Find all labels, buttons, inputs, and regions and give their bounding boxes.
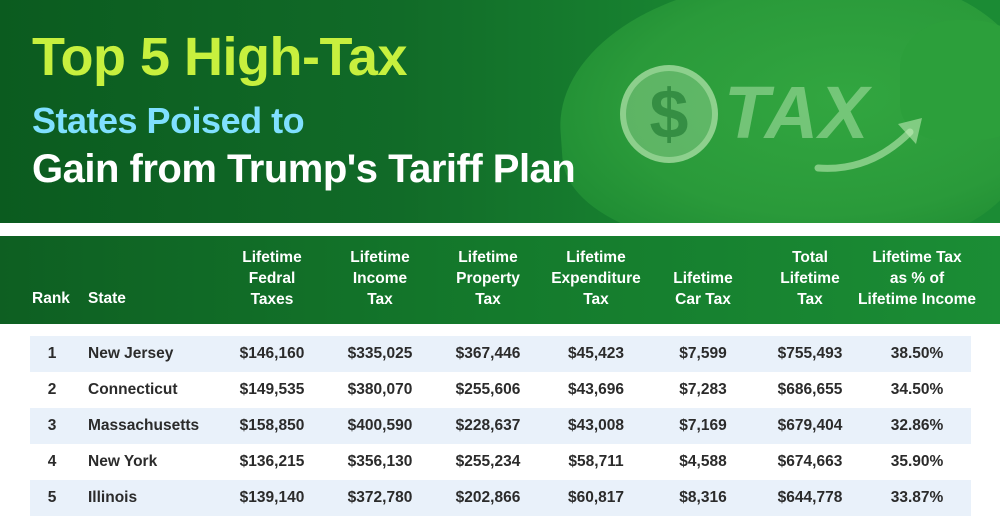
rank-cell: 2 bbox=[47, 381, 57, 398]
percent-cell: 35.90% bbox=[890, 453, 944, 470]
car-tax-cell: $4,588 bbox=[679, 453, 727, 470]
income-cell: $400,590 bbox=[347, 417, 413, 434]
total-cell: $686,655 bbox=[777, 381, 843, 398]
car-tax-cell: $8,316 bbox=[679, 489, 727, 506]
header-car-tax: Lifetime Car Tax bbox=[673, 270, 733, 308]
car-tax-cell: $7,283 bbox=[679, 381, 727, 398]
state-cell: Illinois bbox=[88, 489, 138, 506]
table-row: 5 Illinois $139,140 $372,780 $202,866 $6… bbox=[30, 480, 971, 516]
table-row: 2 Connecticut $149,535 $380,070 $255,606… bbox=[30, 372, 971, 408]
percent-cell: 33.87% bbox=[890, 489, 944, 506]
table-row: 1 New Jersey $146,160 $335,025 $367,446 … bbox=[30, 336, 971, 372]
income-cell: $380,070 bbox=[347, 381, 413, 398]
upward-arrow-icon bbox=[814, 118, 922, 172]
percent-cell: 32.86% bbox=[890, 417, 944, 434]
title-line-1: Top 5 High-Tax bbox=[32, 27, 407, 87]
expenditure-cell: $43,696 bbox=[567, 381, 625, 398]
property-cell: $367,446 bbox=[455, 345, 521, 362]
property-cell: $202,866 bbox=[455, 489, 521, 506]
state-cell: Massachusetts bbox=[88, 417, 200, 434]
header-expenditure-tax: Lifetime Expenditure Tax bbox=[551, 249, 641, 308]
income-cell: $335,025 bbox=[347, 345, 413, 362]
state-cell: New Jersey bbox=[88, 345, 174, 362]
federal-cell: $149,535 bbox=[239, 381, 305, 398]
car-tax-cell: $7,169 bbox=[679, 417, 727, 434]
state-cell: New York bbox=[88, 453, 158, 470]
rank-cell: 1 bbox=[47, 345, 57, 362]
table-header: Rank State Lifetime Fedral Taxes Lifetim… bbox=[0, 236, 1000, 324]
property-cell: $255,234 bbox=[455, 453, 521, 470]
total-cell: $644,778 bbox=[777, 489, 843, 506]
rank-cell: 3 bbox=[47, 417, 57, 434]
header-rank: Rank bbox=[32, 290, 70, 307]
expenditure-cell: $60,817 bbox=[567, 489, 625, 506]
total-cell: $755,493 bbox=[777, 345, 843, 362]
header-income-tax: Lifetime Income Tax bbox=[350, 249, 410, 308]
income-cell: $372,780 bbox=[347, 489, 413, 506]
table-row: 4 New York $136,215 $356,130 $255,234 $5… bbox=[30, 444, 971, 480]
federal-cell: $136,215 bbox=[239, 453, 305, 470]
federal-cell: $146,160 bbox=[239, 345, 305, 362]
property-cell: $228,637 bbox=[455, 417, 521, 434]
header-property-tax: Lifetime Property Tax bbox=[456, 249, 520, 308]
state-cell: Connecticut bbox=[88, 381, 178, 398]
tax-graphic-text: TAX bbox=[724, 71, 870, 154]
total-cell: $674,663 bbox=[777, 453, 843, 470]
rank-cell: 4 bbox=[47, 453, 57, 470]
expenditure-cell: $45,423 bbox=[567, 345, 625, 362]
federal-cell: $139,140 bbox=[239, 489, 305, 506]
header-federal-taxes: Lifetime Fedral Taxes bbox=[242, 249, 302, 308]
title-line-3: Gain from Trump's Tariff Plan bbox=[32, 147, 576, 191]
title-line-2: States Poised to bbox=[32, 100, 305, 141]
percent-cell: 38.50% bbox=[890, 345, 944, 362]
header-tax-percent: Lifetime Tax as % of Lifetime Income bbox=[858, 249, 976, 308]
rank-cell: 5 bbox=[47, 489, 57, 506]
income-cell: $356,130 bbox=[347, 453, 413, 470]
header-total-tax: Total Lifetime Tax bbox=[780, 249, 840, 308]
header-state: State bbox=[88, 290, 126, 307]
car-tax-cell: $7,599 bbox=[679, 345, 727, 362]
percent-cell: 34.50% bbox=[890, 381, 944, 398]
federal-cell: $158,850 bbox=[239, 417, 305, 434]
expenditure-cell: $58,711 bbox=[568, 453, 624, 470]
dollar-coin-icon: $ bbox=[620, 65, 718, 163]
table-row: 3 Massachusetts $158,850 $400,590 $228,6… bbox=[30, 408, 971, 444]
total-cell: $679,404 bbox=[777, 417, 843, 434]
title-banner: $ TAX Top 5 High-Tax States Poised to Ga… bbox=[0, 0, 1000, 223]
property-cell: $255,606 bbox=[455, 381, 521, 398]
expenditure-cell: $43,008 bbox=[567, 417, 625, 434]
